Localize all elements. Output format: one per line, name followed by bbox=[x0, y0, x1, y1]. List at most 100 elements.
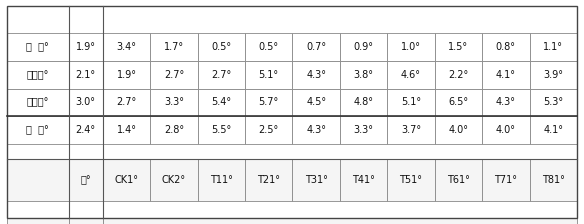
Bar bbox=[245, 159, 293, 201]
Bar bbox=[103, 116, 150, 144]
Bar bbox=[482, 61, 530, 88]
Text: 5.5°: 5.5° bbox=[211, 125, 231, 135]
Text: 细  菌°: 细 菌° bbox=[26, 125, 49, 135]
Text: 3.0°: 3.0° bbox=[76, 97, 96, 108]
Bar bbox=[150, 33, 197, 61]
Bar bbox=[7, 88, 68, 116]
Bar bbox=[530, 61, 577, 88]
Bar bbox=[197, 159, 245, 201]
Text: 放线菌°: 放线菌° bbox=[27, 97, 49, 108]
Text: 5.7°: 5.7° bbox=[259, 97, 279, 108]
Text: 4.3°: 4.3° bbox=[306, 70, 326, 80]
Text: 4.1°: 4.1° bbox=[543, 125, 564, 135]
Bar bbox=[103, 33, 150, 61]
Bar bbox=[68, 159, 103, 201]
Bar bbox=[482, 33, 530, 61]
Bar bbox=[103, 218, 577, 224]
Bar bbox=[7, 159, 68, 201]
Text: 2.5°: 2.5° bbox=[259, 125, 279, 135]
Text: 1.0°: 1.0° bbox=[401, 42, 421, 52]
Text: 1.9°: 1.9° bbox=[76, 42, 96, 52]
Text: T31°: T31° bbox=[305, 175, 328, 185]
Text: T61°: T61° bbox=[447, 175, 470, 185]
Bar bbox=[68, 218, 103, 224]
Bar bbox=[434, 159, 482, 201]
Bar bbox=[150, 159, 197, 201]
Bar bbox=[7, 33, 68, 61]
Text: 5.3°: 5.3° bbox=[543, 97, 564, 108]
Text: T51°: T51° bbox=[399, 175, 422, 185]
Text: T81°: T81° bbox=[542, 175, 565, 185]
Bar bbox=[434, 33, 482, 61]
Text: 3.3°: 3.3° bbox=[353, 125, 374, 135]
Text: T71°: T71° bbox=[495, 175, 517, 185]
Text: 3.8°: 3.8° bbox=[353, 70, 374, 80]
Bar bbox=[103, 61, 150, 88]
Text: 0.9°: 0.9° bbox=[353, 42, 374, 52]
Text: T11°: T11° bbox=[210, 175, 233, 185]
Text: 1.9°: 1.9° bbox=[116, 70, 137, 80]
Text: 3.3°: 3.3° bbox=[164, 97, 184, 108]
Text: 0.5°: 0.5° bbox=[259, 42, 279, 52]
Text: 1.5°: 1.5° bbox=[449, 42, 468, 52]
Text: 4.0°: 4.0° bbox=[496, 125, 516, 135]
Bar bbox=[293, 116, 340, 144]
Text: 2.7°: 2.7° bbox=[116, 97, 137, 108]
Text: 2.4°: 2.4° bbox=[75, 125, 96, 135]
Bar bbox=[293, 61, 340, 88]
Bar bbox=[68, 88, 103, 116]
Bar bbox=[103, 88, 150, 116]
Bar bbox=[150, 116, 197, 144]
Text: 2.7°: 2.7° bbox=[164, 70, 184, 80]
Text: CK1°: CK1° bbox=[114, 175, 138, 185]
Bar bbox=[434, 61, 482, 88]
Text: 0.5°: 0.5° bbox=[211, 42, 231, 52]
Bar bbox=[245, 88, 293, 116]
Bar bbox=[68, 116, 103, 144]
Bar bbox=[293, 88, 340, 116]
Text: 3.4°: 3.4° bbox=[116, 42, 137, 52]
Text: 酵母菌°: 酵母菌° bbox=[27, 70, 49, 80]
Text: 2.8°: 2.8° bbox=[164, 125, 184, 135]
Text: T41°: T41° bbox=[352, 175, 375, 185]
Bar bbox=[340, 61, 387, 88]
Bar bbox=[434, 116, 482, 144]
Bar bbox=[150, 61, 197, 88]
Bar bbox=[482, 88, 530, 116]
Text: 1.4°: 1.4° bbox=[116, 125, 137, 135]
Bar bbox=[197, 61, 245, 88]
Text: 3.9°: 3.9° bbox=[543, 70, 564, 80]
Bar bbox=[340, 33, 387, 61]
Bar bbox=[530, 33, 577, 61]
Bar bbox=[197, 88, 245, 116]
Text: 4.8°: 4.8° bbox=[353, 97, 374, 108]
Bar bbox=[387, 61, 434, 88]
Bar bbox=[340, 88, 387, 116]
Text: 0.8°: 0.8° bbox=[496, 42, 516, 52]
Text: CK2°: CK2° bbox=[162, 175, 186, 185]
Bar bbox=[7, 61, 68, 88]
Bar bbox=[482, 116, 530, 144]
Text: 2.2°: 2.2° bbox=[449, 70, 468, 80]
Text: 1.7°: 1.7° bbox=[164, 42, 184, 52]
Bar bbox=[434, 88, 482, 116]
Bar bbox=[7, 116, 68, 144]
Bar bbox=[482, 159, 530, 201]
Text: 4.6°: 4.6° bbox=[401, 70, 421, 80]
Bar bbox=[197, 33, 245, 61]
Text: 前°: 前° bbox=[81, 175, 91, 185]
Text: 1.1°: 1.1° bbox=[543, 42, 564, 52]
Text: 4.3°: 4.3° bbox=[496, 97, 516, 108]
Bar bbox=[197, 116, 245, 144]
Bar bbox=[387, 159, 434, 201]
Text: 4.1°: 4.1° bbox=[496, 70, 516, 80]
Bar bbox=[530, 88, 577, 116]
Text: 4.3°: 4.3° bbox=[306, 125, 326, 135]
Text: 6.5°: 6.5° bbox=[449, 97, 468, 108]
Text: 4.0°: 4.0° bbox=[449, 125, 468, 135]
Text: T21°: T21° bbox=[257, 175, 280, 185]
Bar bbox=[340, 116, 387, 144]
Text: 霉  菌°: 霉 菌° bbox=[26, 42, 49, 52]
Text: 5.1°: 5.1° bbox=[401, 97, 421, 108]
Bar bbox=[293, 159, 340, 201]
